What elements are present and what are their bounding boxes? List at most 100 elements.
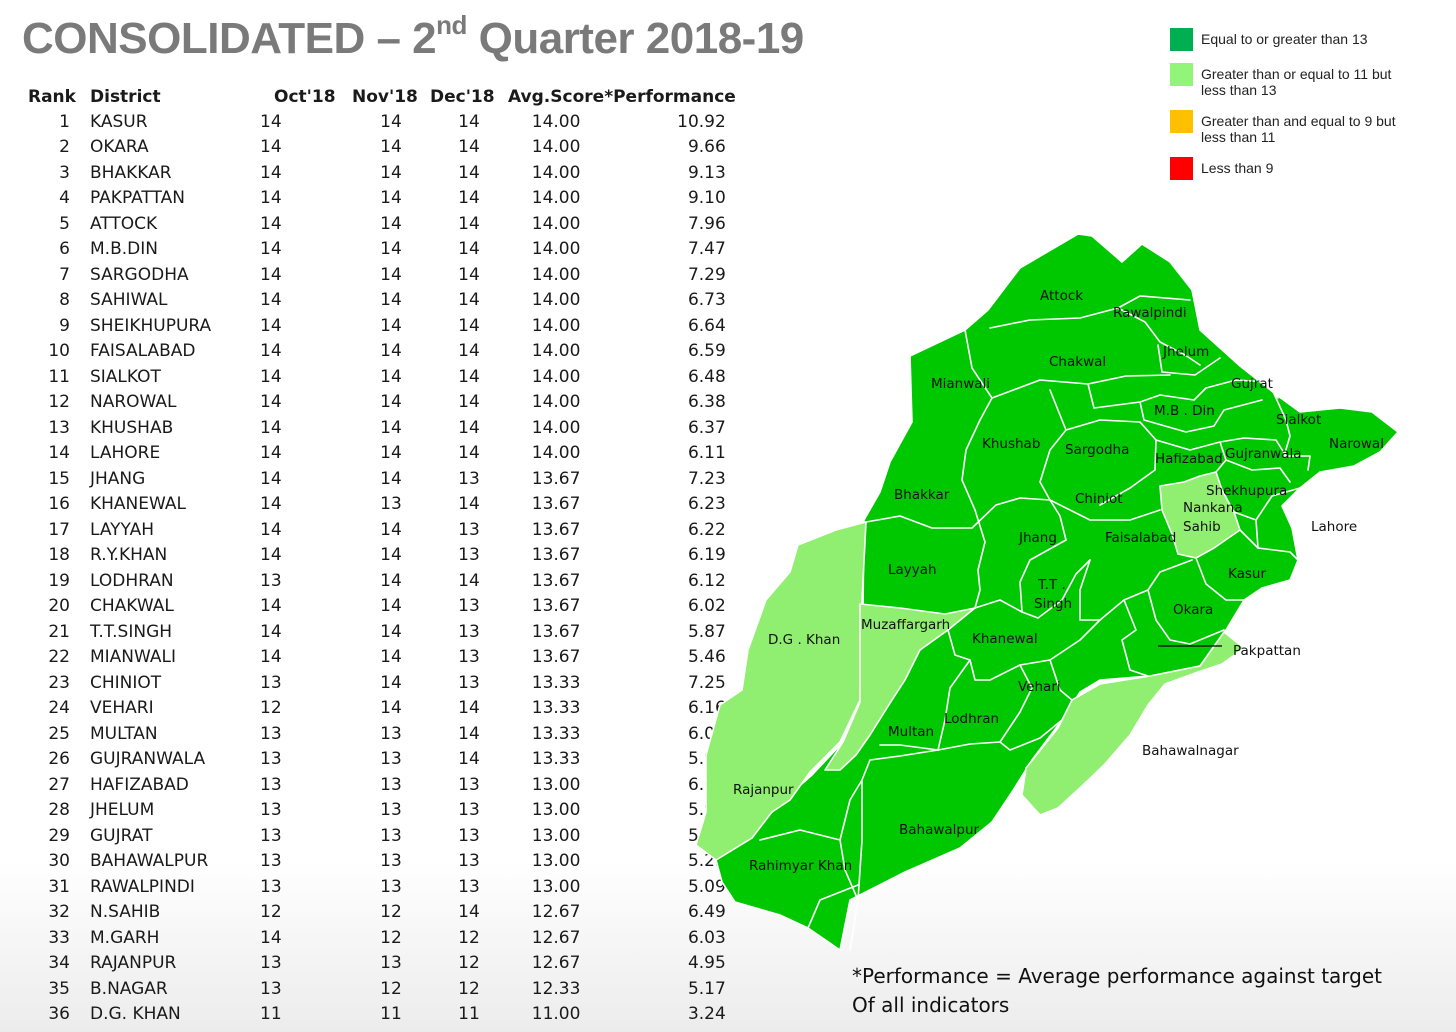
punjab-district-map: Attock Rawalpindi Chakwal Jhelum Mianwal… bbox=[695, 233, 1399, 951]
cell-avg-score: 14.00 bbox=[531, 239, 581, 260]
cell-performance: 7.47 bbox=[687, 239, 726, 260]
map-label-sahib: Sahib bbox=[1183, 519, 1221, 535]
cell-oct: 13 bbox=[260, 672, 282, 693]
table-row: 30 BAHAWALPUR 13 13 13 13.00 5.23 bbox=[20, 849, 736, 875]
cell-nov: 14 bbox=[380, 137, 402, 158]
cell-nov: 14 bbox=[380, 213, 402, 234]
table-row: 16 KHANEWAL 14 13 14 13.67 6.23 bbox=[20, 492, 736, 518]
cell-district: LAHORE bbox=[90, 443, 161, 464]
cell-avg-score: 13.33 bbox=[531, 723, 581, 744]
map-label-khushab: Khushab bbox=[982, 436, 1040, 452]
cell-avg-score: 13.67 bbox=[531, 621, 581, 642]
page-title: CONSOLIDATED – 2nd Quarter 2018-19 bbox=[22, 10, 804, 63]
cell-oct: 14 bbox=[260, 137, 282, 158]
cell-nov: 14 bbox=[380, 443, 402, 464]
cell-nov: 14 bbox=[380, 392, 402, 413]
cell-district: JHELUM bbox=[90, 800, 155, 821]
map-label-lahore: Lahore bbox=[1311, 519, 1357, 535]
cell-oct: 13 bbox=[260, 749, 282, 770]
cell-rank: 15 bbox=[48, 468, 70, 489]
header-dec: Dec'18 bbox=[430, 86, 495, 107]
cell-rank: 5 bbox=[59, 213, 70, 234]
legend-item: Less than 9 bbox=[1170, 157, 1420, 180]
cell-nov: 13 bbox=[380, 825, 402, 846]
cell-avg-score: 14.00 bbox=[531, 188, 581, 209]
cell-nov: 14 bbox=[380, 188, 402, 209]
table-row: 14 LAHORE 14 14 14 14.00 6.11 bbox=[20, 441, 736, 467]
cell-dec: 13 bbox=[458, 851, 480, 872]
cell-rank: 1 bbox=[59, 111, 70, 132]
cell-rank: 12 bbox=[48, 392, 70, 413]
cell-dec: 13 bbox=[458, 825, 480, 846]
table-row: 12 NAROWAL 14 14 14 14.00 6.38 bbox=[20, 390, 736, 416]
cell-oct: 13 bbox=[260, 876, 282, 897]
cell-district: RAWALPINDI bbox=[90, 876, 195, 897]
header-oct: Oct'18 bbox=[274, 86, 336, 107]
cell-nov: 13 bbox=[380, 494, 402, 515]
cell-oct: 12 bbox=[260, 902, 282, 923]
cell-dec: 13 bbox=[458, 876, 480, 897]
cell-avg-score: 14.00 bbox=[531, 417, 581, 438]
cell-performance: 6.38 bbox=[687, 392, 726, 413]
map-label-singh: Singh bbox=[1034, 596, 1072, 612]
cell-dec: 14 bbox=[458, 137, 480, 158]
table-row: 33 M.GARH 14 12 12 12.67 6.03 bbox=[20, 925, 736, 951]
cell-rank: 32 bbox=[48, 902, 70, 923]
cell-performance: 6.64 bbox=[687, 315, 726, 336]
table-row: 8 SAHIWAL 14 14 14 14.00 6.73 bbox=[20, 288, 736, 314]
cell-oct: 14 bbox=[260, 596, 282, 617]
cell-avg-score: 12.67 bbox=[531, 927, 581, 948]
cell-performance: 10.92 bbox=[677, 111, 726, 132]
cell-oct: 11 bbox=[260, 1004, 282, 1025]
table-row: 35 B.NAGAR 13 12 12 12.33 5.17 bbox=[20, 976, 736, 1002]
cell-nov: 14 bbox=[380, 698, 402, 719]
cell-avg-score: 13.00 bbox=[531, 800, 581, 821]
cell-dec: 13 bbox=[458, 468, 480, 489]
legend-item: Equal to or greater than 13 bbox=[1170, 28, 1420, 51]
table-row: 21 T.T.SINGH 14 14 13 13.67 5.87 bbox=[20, 619, 736, 645]
map-label-kasur: Kasur bbox=[1228, 566, 1266, 582]
cell-performance: 6.19 bbox=[687, 545, 726, 566]
cell-performance: 7.96 bbox=[687, 213, 726, 234]
legend-label: Equal to or greater than 13 bbox=[1201, 31, 1368, 47]
cell-avg-score: 14.00 bbox=[531, 315, 581, 336]
map-label-bahawalnagar: Bahawalnagar bbox=[1142, 743, 1239, 759]
cell-district: SARGODHA bbox=[90, 264, 189, 285]
cell-district: GUJRANWALA bbox=[90, 749, 206, 770]
table-row: 1 KASUR 14 14 14 14.00 10.92 bbox=[20, 109, 736, 135]
table-row: 3 BHAKKAR 14 14 14 14.00 9.13 bbox=[20, 160, 736, 186]
header-nov: Nov'18 bbox=[352, 86, 418, 107]
map-label-nankana: Nankana bbox=[1183, 500, 1243, 516]
cell-avg-score: 13.33 bbox=[531, 672, 581, 693]
cell-nov: 14 bbox=[380, 417, 402, 438]
cell-performance: 7.29 bbox=[687, 264, 726, 285]
cell-oct: 14 bbox=[260, 264, 282, 285]
cell-rank: 21 bbox=[48, 621, 70, 642]
cell-district: M.GARH bbox=[90, 927, 160, 948]
cell-performance: 6.49 bbox=[687, 902, 726, 923]
cell-nov: 14 bbox=[380, 596, 402, 617]
cell-oct: 13 bbox=[260, 825, 282, 846]
cell-rank: 31 bbox=[48, 876, 70, 897]
cell-rank: 13 bbox=[48, 417, 70, 438]
cell-performance: 9.66 bbox=[687, 137, 726, 158]
map-label-pakpattan: Pakpattan bbox=[1233, 643, 1301, 659]
cell-oct: 14 bbox=[260, 162, 282, 183]
cell-district: CHINIOT bbox=[90, 672, 162, 693]
cell-dec: 14 bbox=[458, 213, 480, 234]
cell-district: LODHRAN bbox=[90, 570, 174, 591]
cell-performance: 3.24 bbox=[687, 1004, 726, 1025]
table-row: 4 PAKPATTAN 14 14 14 14.00 9.10 bbox=[20, 186, 736, 212]
cell-nov: 14 bbox=[380, 162, 402, 183]
cell-nov: 13 bbox=[380, 800, 402, 821]
cell-nov: 13 bbox=[380, 876, 402, 897]
map-region-bahawalnagar bbox=[1021, 631, 1245, 816]
cell-avg-score: 14.00 bbox=[531, 443, 581, 464]
cell-nov: 14 bbox=[380, 468, 402, 489]
table-row: 11 SIALKOT 14 14 14 14.00 6.48 bbox=[20, 364, 736, 390]
cell-nov: 14 bbox=[380, 290, 402, 311]
header-district: District bbox=[90, 86, 161, 107]
cell-oct: 13 bbox=[260, 723, 282, 744]
cell-dec: 14 bbox=[458, 290, 480, 311]
